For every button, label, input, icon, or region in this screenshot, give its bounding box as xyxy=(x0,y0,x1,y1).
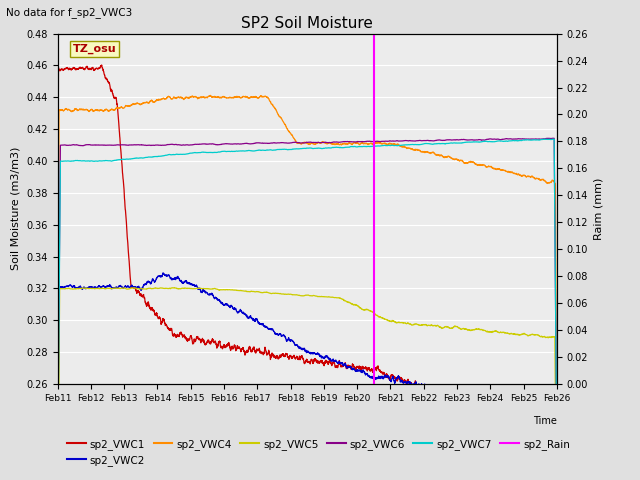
Title: SP2 Soil Moisture: SP2 Soil Moisture xyxy=(241,16,373,31)
Text: Time: Time xyxy=(533,416,557,426)
Y-axis label: Soil Moisture (m3/m3): Soil Moisture (m3/m3) xyxy=(11,147,21,271)
Text: TZ_osu: TZ_osu xyxy=(72,44,116,54)
Legend: sp2_VWC1, sp2_VWC2, sp2_VWC4, sp2_VWC5, sp2_VWC6, sp2_VWC7, sp2_Rain: sp2_VWC1, sp2_VWC2, sp2_VWC4, sp2_VWC5, … xyxy=(63,435,574,470)
Text: No data for f_sp2_VWC3: No data for f_sp2_VWC3 xyxy=(6,7,132,18)
Y-axis label: Raim (mm): Raim (mm) xyxy=(594,178,604,240)
